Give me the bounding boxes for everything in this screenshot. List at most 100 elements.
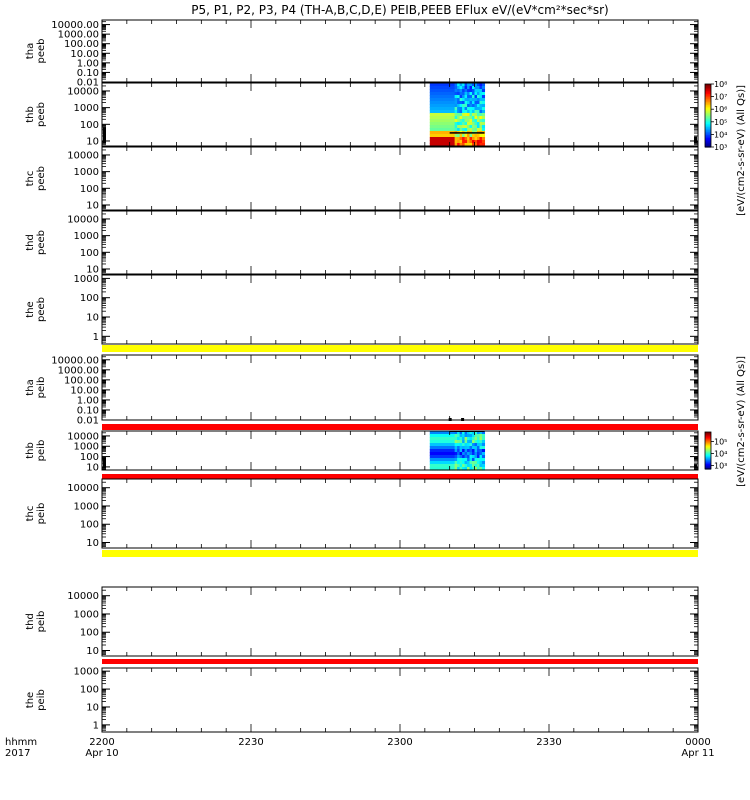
spectrogram-cell <box>454 92 458 96</box>
colorbar-cell <box>705 445 711 448</box>
spectrogram-cell <box>469 83 473 87</box>
y-tick-label: 1000 <box>74 167 99 178</box>
spectrogram-cell <box>481 464 486 468</box>
spectrogram-cell <box>432 131 436 135</box>
spectrogram-cell <box>469 440 473 444</box>
spectrogram-cell <box>444 131 448 135</box>
spectrogram-cell <box>447 452 451 456</box>
spectrogram-cell <box>464 140 468 144</box>
spectrogram-cell <box>429 125 433 129</box>
spectrogram-cell <box>481 461 486 465</box>
spectrogram-cell <box>452 104 456 108</box>
y-axis-label: thc peib <box>25 503 47 525</box>
spectrogram-cell <box>459 440 463 444</box>
spectrogram-cell <box>444 107 448 111</box>
spectrogram-cell <box>462 104 466 108</box>
spectrogram-cell <box>429 455 433 459</box>
spectrogram-cell <box>434 431 438 435</box>
colorbar-cell <box>705 441 711 443</box>
spectrogram-cell <box>439 431 443 435</box>
spectrogram-cell <box>449 110 453 114</box>
spectrogram-thb-peib <box>103 418 697 471</box>
spectrogram-cell <box>434 434 438 438</box>
spectrogram-cell <box>434 83 438 87</box>
colorbar-cell <box>705 98 711 101</box>
spectrogram-cell <box>447 137 451 141</box>
spectrogram-cell <box>444 125 448 129</box>
spectrogram-cell <box>457 464 461 468</box>
spectrogram-cell <box>449 431 453 435</box>
spectrogram-cell <box>457 128 461 132</box>
spectrogram-cell <box>457 434 461 438</box>
spectrogram-cell <box>449 434 453 438</box>
spectrogram-cell <box>454 143 458 147</box>
panel-frame <box>101 667 699 733</box>
colorbar-cell <box>705 458 711 461</box>
spectrogram-cell <box>459 89 463 93</box>
spectrogram-cell <box>452 95 456 99</box>
spectrogram-cell <box>452 83 456 87</box>
spectrogram-cell <box>457 443 461 447</box>
spectrogram-cell <box>442 86 446 90</box>
spectrogram-cell <box>467 143 471 147</box>
spectrogram-cell <box>481 455 486 459</box>
spectrogram-cell <box>454 83 458 87</box>
spectrogram-cell <box>442 89 446 93</box>
colorbar-cell <box>705 436 711 439</box>
spectrogram-cell <box>444 437 448 441</box>
spectrogram-cell <box>479 431 483 435</box>
spectrogram-cell <box>449 104 453 108</box>
spectrogram-cell <box>442 122 446 126</box>
colorbar-cell <box>705 443 711 445</box>
spectrogram-cell <box>472 467 476 471</box>
spectrogram-cell <box>467 464 471 468</box>
colorbar-frame <box>704 431 712 470</box>
spectrogram-cell <box>449 137 453 141</box>
spectrogram-cell <box>476 86 481 90</box>
spectrogram-cell <box>454 89 458 93</box>
spectrogram-cell <box>439 116 443 120</box>
spectrogram-cell <box>457 83 461 87</box>
spectrogram-cell <box>464 143 468 147</box>
spectrogram-cell <box>462 455 466 459</box>
spectrogram-cell <box>462 464 466 468</box>
spectrogram-cell <box>452 122 456 126</box>
spectrogram-cell <box>434 458 438 462</box>
separator-bar <box>102 345 698 352</box>
spectrogram-cell <box>474 92 478 96</box>
spectrogram-cell <box>437 110 441 114</box>
colorbar-cell <box>705 85 711 88</box>
spectrogram-cell <box>464 86 468 90</box>
spectrogram-cell <box>442 98 446 102</box>
spectrogram-cell <box>444 431 448 435</box>
spectrogram-cell <box>479 140 483 144</box>
spectrogram-cell <box>464 461 468 465</box>
spectrogram-cell <box>464 434 468 438</box>
spectrogram-cell <box>429 107 433 111</box>
spectrogram-cell <box>459 125 463 129</box>
spectrogram-cell <box>472 137 476 141</box>
colorbar-cell <box>705 444 711 446</box>
spectrogram-cell <box>474 467 478 471</box>
spectrogram-cell <box>442 467 446 471</box>
spectrogram-cell <box>457 113 461 117</box>
spectrogram-cell <box>437 461 441 465</box>
spectrogram-cell <box>459 104 463 108</box>
spectrogram-cell <box>479 119 483 123</box>
spectrogram-cell <box>439 113 443 117</box>
colorbar-cell <box>705 142 711 145</box>
spectrogram-cell <box>434 467 438 471</box>
spectrogram-cell <box>434 86 438 90</box>
spectrogram-cell <box>442 113 446 117</box>
spectrogram-cell <box>474 98 478 102</box>
spectrogram-cell <box>474 95 478 99</box>
y-tick-label: 1 <box>93 720 99 731</box>
spectrogram-cell <box>476 143 481 147</box>
y-tick-label: 100 <box>80 184 99 195</box>
spectrogram-cell <box>439 131 443 135</box>
spectrogram-cell <box>479 440 483 444</box>
spectrogram-cell <box>481 449 486 453</box>
colorbar-cell <box>705 135 711 139</box>
spectrogram-cell <box>472 143 476 147</box>
